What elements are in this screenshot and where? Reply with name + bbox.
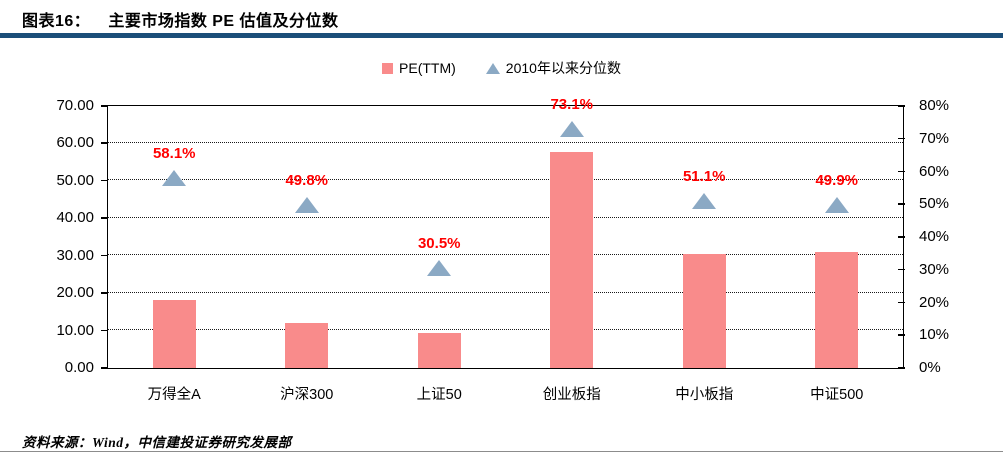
figure-title: 图表16： 主要市场指数 PE 估值及分位数 — [22, 7, 339, 31]
left-axis-tick-label: 70.00 — [56, 97, 94, 114]
right-axis-tick-label: 50% — [919, 195, 950, 213]
right-axis-tick — [897, 203, 905, 205]
right-axis-tick-label: 80% — [919, 97, 950, 114]
bar — [815, 252, 859, 368]
percentile-triangle-marker — [294, 196, 319, 213]
gridline — [107, 141, 903, 143]
right-axis-tick-label: 40% — [919, 228, 950, 245]
left-axis-tick-label: 30.00 — [56, 246, 94, 264]
right-axis-tick-label: 0% — [919, 359, 941, 376]
category-label: 上证50 — [416, 387, 462, 403]
right-axis-tick — [897, 268, 905, 271]
category-label: 创业板指 — [542, 387, 601, 403]
legend-item-pe: PE(TTM) — [382, 60, 456, 76]
left-axis-tick — [101, 179, 108, 182]
left-axis-tick-label: 40.00 — [56, 209, 94, 227]
bar — [152, 299, 196, 368]
left-axis-tick-label: 60.00 — [56, 134, 94, 152]
gridline — [107, 254, 903, 256]
right-axis-tick — [897, 137, 905, 140]
page-title: 主要市场指数 PE 估值及分位数 — [108, 13, 339, 30]
gridline — [107, 216, 903, 218]
right-axis-tick — [897, 170, 905, 172]
bar — [682, 254, 726, 368]
legend-label-pe: PE(TTM) — [399, 60, 456, 76]
header-rule — [0, 33, 1003, 38]
right-axis-tick-label: 70% — [919, 129, 950, 147]
percentile-data-label: 49.8% — [285, 171, 329, 189]
gridline — [107, 291, 903, 293]
right-axis-tick-label: 30% — [919, 260, 950, 278]
bottom-rule — [0, 451, 1003, 452]
right-axis-tick-label: 20% — [919, 293, 950, 311]
percentile-triangle-marker — [162, 169, 187, 186]
bar — [285, 323, 329, 368]
left-axis-tick-label: 10.00 — [56, 321, 94, 339]
gridline — [107, 179, 903, 181]
chart-legend: PE(TTM) 2010年以来分位数 — [0, 58, 1003, 78]
percentile-triangle-marker — [824, 196, 849, 213]
left-axis-tick — [101, 292, 108, 294]
percentile-data-label: 51.1% — [682, 167, 726, 185]
percentile-data-label: 30.5% — [417, 235, 461, 253]
right-axis-tick-label: 10% — [919, 326, 950, 344]
figure-label: 图表16： — [22, 13, 91, 30]
percentile-data-label: 58.1% — [152, 144, 196, 162]
percentile-triangle-marker — [692, 192, 717, 209]
left-axis-tick — [101, 254, 108, 257]
left-axis-tick — [101, 217, 108, 219]
plot-area — [106, 104, 904, 369]
left-axis-tick-label: 0.00 — [64, 359, 94, 376]
right-axis-tick — [897, 334, 905, 336]
gridline — [107, 329, 903, 331]
category-label: 中小板指 — [675, 387, 734, 403]
left-axis-tick — [101, 105, 108, 107]
percentile-triangle-marker — [427, 260, 452, 277]
triangle-marker-icon — [485, 62, 500, 74]
category-label: 万得全A — [147, 387, 201, 403]
left-axis-tick — [101, 142, 108, 144]
category-label: 中证500 — [810, 387, 864, 403]
left-axis-tick-label: 50.00 — [56, 171, 94, 189]
right-axis-tick — [897, 236, 905, 238]
left-axis-tick-label: 20.00 — [56, 284, 94, 302]
right-axis-tick — [897, 105, 905, 107]
source-note: 资料来源：Wind，中信建投证券研究发展部 — [22, 435, 292, 450]
percentile-data-label: 49.9% — [815, 171, 859, 189]
percentile-data-label: 73.1% — [550, 95, 594, 113]
category-label: 沪深300 — [280, 387, 334, 403]
left-axis-tick — [101, 367, 108, 369]
percentile-triangle-marker — [559, 120, 584, 137]
legend-label-percentile: 2010年以来分位数 — [505, 60, 621, 76]
bar — [417, 332, 461, 368]
left-axis-tick — [101, 329, 108, 332]
right-axis-tick-label: 60% — [919, 162, 950, 180]
bar — [550, 151, 594, 368]
legend-item-percentile: 2010年以来分位数 — [485, 58, 621, 78]
right-axis-tick — [897, 367, 905, 369]
right-axis-tick — [897, 301, 905, 303]
bar-series-swatch-icon — [382, 62, 394, 74]
